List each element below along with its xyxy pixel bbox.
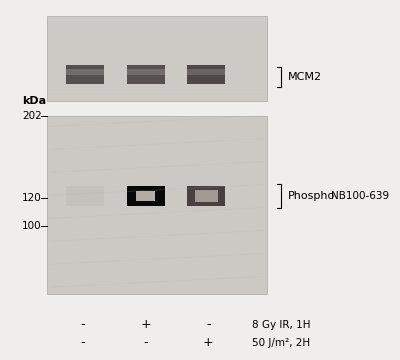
Text: 120-: 120- <box>22 193 46 203</box>
FancyBboxPatch shape <box>47 16 267 102</box>
FancyBboxPatch shape <box>187 65 225 85</box>
Text: 202-: 202- <box>22 111 46 121</box>
Text: NB100-639: NB100-639 <box>332 191 390 201</box>
FancyBboxPatch shape <box>66 186 104 206</box>
Text: -: - <box>81 318 85 331</box>
Text: 8 Gy IR, 1H: 8 Gy IR, 1H <box>252 320 310 330</box>
Text: -: - <box>81 336 85 349</box>
Text: +: + <box>203 336 214 349</box>
FancyBboxPatch shape <box>136 191 155 201</box>
Text: -: - <box>143 336 148 349</box>
Text: 50 J/m², 2H: 50 J/m², 2H <box>252 338 310 347</box>
Text: kDa: kDa <box>22 96 46 106</box>
FancyBboxPatch shape <box>195 190 218 202</box>
FancyBboxPatch shape <box>126 69 164 75</box>
FancyBboxPatch shape <box>66 69 104 75</box>
Text: +: + <box>140 318 151 331</box>
FancyBboxPatch shape <box>126 65 164 85</box>
FancyBboxPatch shape <box>187 69 225 75</box>
FancyBboxPatch shape <box>66 65 104 85</box>
FancyBboxPatch shape <box>47 116 267 294</box>
Text: MCM2: MCM2 <box>288 72 322 82</box>
FancyBboxPatch shape <box>187 186 225 206</box>
FancyBboxPatch shape <box>126 186 164 206</box>
Text: 100-: 100- <box>22 221 46 231</box>
Text: Phospho: Phospho <box>288 191 335 201</box>
Text: -: - <box>206 318 210 331</box>
